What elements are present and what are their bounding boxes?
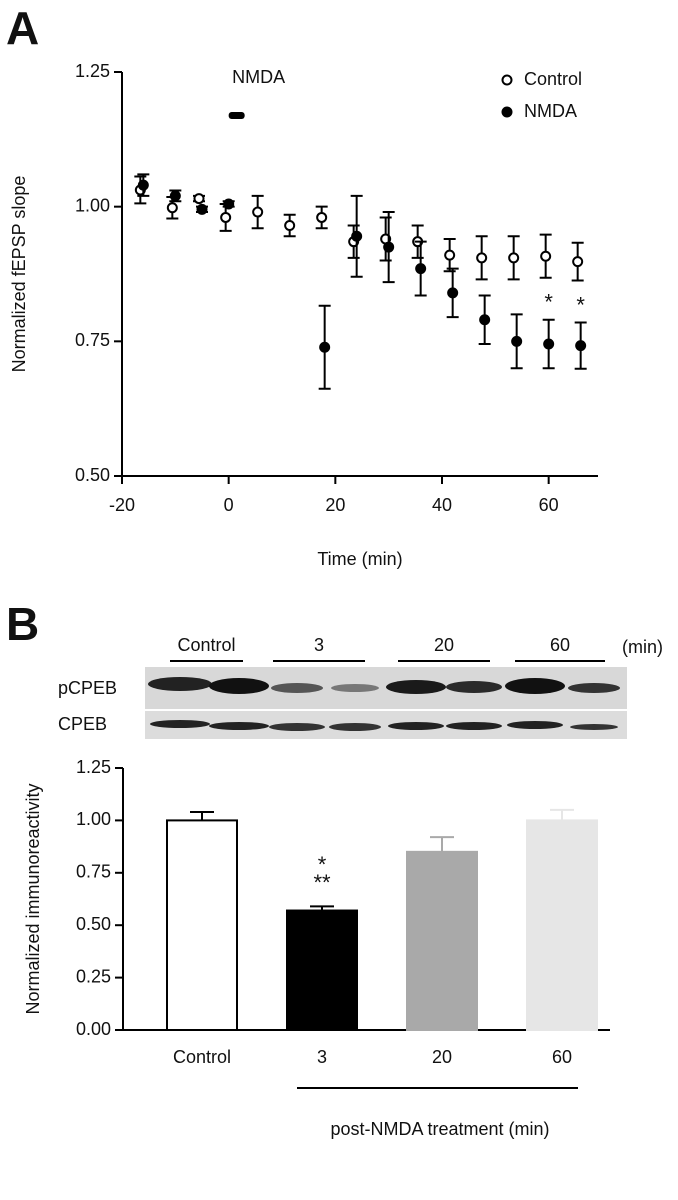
data-point: [476, 252, 488, 264]
data-point: [508, 252, 520, 264]
significance: *: [576, 292, 585, 317]
blot-lane-label: 60: [550, 635, 570, 655]
blot-row-label: pCPEB: [58, 678, 117, 698]
data-point: [196, 203, 208, 215]
data-point: [220, 211, 232, 223]
blot-band: [331, 684, 379, 692]
blot-band: [148, 677, 212, 691]
y-tick-label: 1.25: [75, 61, 110, 81]
blot-band: [568, 683, 620, 693]
y-axis-label: Normalized fEPSP slope: [9, 176, 29, 373]
x-tick-label: 40: [432, 495, 452, 515]
legend-label: NMDA: [524, 101, 577, 121]
data-point: [479, 314, 491, 326]
x-tick-label: 20: [432, 1047, 452, 1067]
x-tick-label: 3: [317, 1047, 327, 1067]
data-point: [572, 256, 584, 268]
bar: [166, 819, 238, 1032]
y-tick-label: 1.25: [76, 757, 111, 777]
blot-band: [505, 678, 565, 694]
blot-band: [269, 723, 325, 731]
bar: [286, 909, 358, 1032]
blot-lane-label: Control: [177, 635, 235, 655]
blot-band: [446, 722, 502, 730]
blot-lane-label: 20: [434, 635, 454, 655]
y-tick-label: 0.75: [76, 862, 111, 882]
x-tick-label: 60: [552, 1047, 572, 1067]
data-point: [252, 206, 264, 218]
data-point: [444, 249, 456, 261]
y-tick-label: 0.50: [75, 465, 110, 485]
x-tick-label: -20: [109, 495, 135, 515]
significance: *: [544, 290, 553, 315]
data-point: [511, 335, 523, 347]
error-bar: [430, 836, 454, 852]
data-point: [316, 211, 328, 223]
y-tick-label: 0.75: [75, 330, 110, 350]
blot-band: [507, 721, 563, 729]
blot-band: [209, 722, 269, 730]
error-bar: [550, 808, 574, 821]
data-point: [543, 338, 555, 350]
y-axis-label: Normalized immunoreactivity: [23, 783, 43, 1014]
blot-band: [570, 724, 618, 730]
x-axis-label: post-NMDA treatment (min): [330, 1119, 549, 1139]
data-point: [575, 340, 587, 352]
data-point: [193, 193, 205, 205]
western-blot: [145, 667, 627, 739]
application-label: NMDA: [232, 67, 285, 87]
y-tick-label: 1.00: [76, 809, 111, 829]
y-tick-label: 0.00: [76, 1019, 111, 1039]
data-point: [319, 341, 331, 353]
blot-band: [446, 681, 502, 693]
bar: [406, 850, 478, 1032]
data-point: [169, 190, 181, 202]
data-point: [223, 198, 235, 210]
application-bar: [228, 112, 245, 119]
x-axis-label: Time (min): [317, 549, 402, 569]
blot-band: [150, 720, 210, 728]
y-tick-label: 0.50: [76, 914, 111, 934]
blot-lane-label: 3: [314, 635, 324, 655]
legend-label: Control: [524, 69, 582, 89]
blot-band: [209, 678, 269, 694]
data-point: [284, 220, 296, 232]
data-point: [447, 287, 459, 299]
error-bar: [190, 811, 214, 821]
data-point: [540, 250, 552, 262]
blot-row-label: CPEB: [58, 714, 107, 734]
blot-unit: (min): [622, 637, 663, 657]
significance: **: [313, 870, 331, 895]
x-tick-label: 20: [325, 495, 345, 515]
panel-label: A: [6, 2, 39, 54]
y-tick-label: 0.25: [76, 966, 111, 986]
panel-label: B: [6, 598, 39, 650]
data-point: [415, 263, 427, 275]
y-tick-label: 1.00: [75, 195, 110, 215]
data-point: [351, 230, 363, 242]
blot-band: [386, 680, 446, 694]
significance: *: [318, 852, 327, 877]
legend-marker: [501, 74, 513, 86]
data-point: [166, 202, 178, 214]
blot-band: [388, 722, 444, 730]
data-point: [137, 179, 149, 191]
legend-marker: [501, 106, 513, 118]
blot-band: [329, 723, 381, 731]
blot-band: [271, 683, 323, 693]
x-tick-label: 60: [539, 495, 559, 515]
x-tick-label: Control: [173, 1047, 231, 1067]
bar: [526, 819, 598, 1032]
x-tick-label: 0: [224, 495, 234, 515]
data-point: [383, 241, 395, 253]
